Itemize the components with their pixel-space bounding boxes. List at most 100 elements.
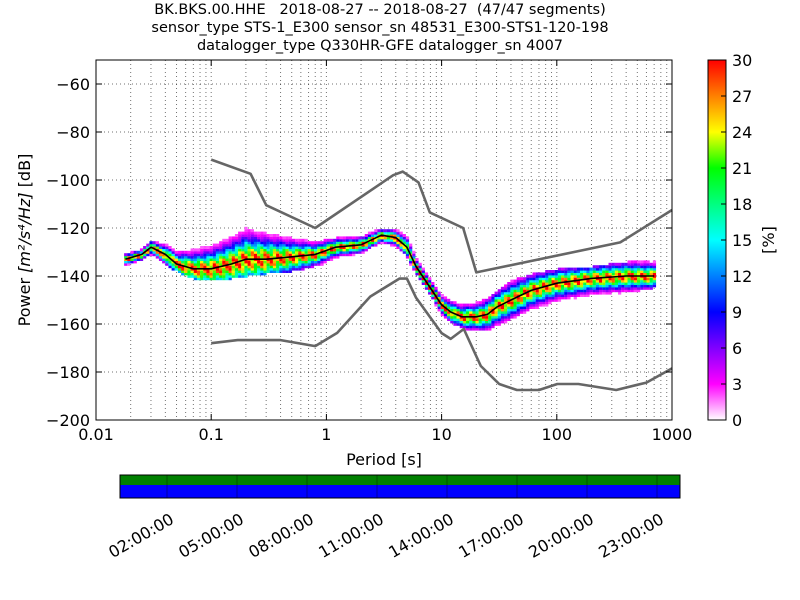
density-cell bbox=[538, 301, 543, 305]
density-cell bbox=[276, 248, 280, 252]
density-cell bbox=[263, 253, 267, 257]
density-cell bbox=[244, 274, 248, 278]
density-cell bbox=[485, 308, 489, 312]
density-cell bbox=[257, 265, 261, 269]
density-cell bbox=[599, 286, 603, 290]
density-cell bbox=[355, 241, 359, 245]
density-cell bbox=[266, 250, 270, 254]
density-cell bbox=[415, 260, 419, 264]
density-cell bbox=[497, 308, 501, 312]
density-cell bbox=[513, 294, 517, 297]
density-cell bbox=[241, 250, 245, 254]
density-cell bbox=[279, 270, 283, 273]
density-cell bbox=[618, 289, 622, 293]
density-cell bbox=[358, 236, 362, 240]
y-tick-label: −140 bbox=[46, 267, 90, 286]
density-cell bbox=[412, 258, 416, 261]
density-cell bbox=[497, 322, 501, 326]
density-cell bbox=[203, 260, 207, 264]
density-cell bbox=[557, 274, 562, 278]
density-cell bbox=[545, 294, 549, 297]
density-cell bbox=[190, 270, 194, 273]
density-cell bbox=[253, 241, 258, 245]
density-cell bbox=[526, 308, 530, 312]
density-cell bbox=[212, 248, 216, 252]
density-cell bbox=[212, 246, 216, 249]
density-cell bbox=[551, 294, 555, 297]
density-cell bbox=[238, 270, 242, 273]
density-cell bbox=[238, 236, 242, 240]
density-cell bbox=[212, 272, 216, 276]
density-cell bbox=[323, 253, 327, 257]
density-cell bbox=[621, 265, 625, 269]
density-cell bbox=[443, 308, 448, 312]
density-cell bbox=[570, 284, 574, 288]
density-cell bbox=[383, 241, 387, 245]
density-cell bbox=[459, 320, 463, 324]
density-cell bbox=[614, 279, 619, 283]
density-cell bbox=[279, 236, 283, 240]
density-cell bbox=[247, 267, 251, 271]
density-cell bbox=[488, 313, 492, 317]
density-cell bbox=[592, 291, 596, 295]
density-cell bbox=[488, 325, 492, 329]
density-cell bbox=[545, 274, 549, 278]
density-cell bbox=[608, 274, 612, 278]
density-cell bbox=[586, 294, 590, 297]
density-cell bbox=[557, 286, 562, 290]
density-cell bbox=[510, 286, 514, 290]
density-cell bbox=[475, 306, 479, 309]
density-cell bbox=[519, 289, 524, 293]
density-cell bbox=[279, 238, 283, 242]
density-cell bbox=[184, 260, 188, 264]
density-cell bbox=[412, 262, 416, 266]
density-cell bbox=[564, 282, 568, 285]
density-cell bbox=[462, 325, 467, 329]
density-cell bbox=[288, 262, 292, 266]
density-cell bbox=[589, 291, 593, 295]
density-cell bbox=[222, 255, 226, 259]
density-cell bbox=[386, 241, 391, 245]
density-cell bbox=[260, 270, 264, 273]
density-cell bbox=[450, 318, 454, 321]
density-cell bbox=[532, 291, 536, 295]
density-cell bbox=[561, 267, 565, 271]
density-cell bbox=[567, 277, 571, 281]
density-cell bbox=[285, 267, 289, 271]
density-cell bbox=[421, 270, 425, 273]
density-cell bbox=[260, 260, 264, 264]
density-cell bbox=[177, 255, 182, 259]
density-cell bbox=[488, 320, 492, 324]
density-cell bbox=[317, 248, 321, 252]
density-cell bbox=[320, 241, 324, 245]
density-cell bbox=[649, 265, 653, 269]
density-cell bbox=[526, 289, 530, 293]
density-cell bbox=[253, 234, 258, 237]
density-cell bbox=[165, 246, 169, 249]
density-cell bbox=[618, 279, 622, 283]
density-cell bbox=[504, 291, 508, 295]
density-cell bbox=[260, 241, 264, 245]
density-cell bbox=[456, 303, 460, 307]
density-cell bbox=[580, 294, 584, 297]
density-cell bbox=[602, 270, 606, 273]
density-cell bbox=[405, 236, 410, 240]
density-cell bbox=[421, 272, 425, 276]
density-cell bbox=[608, 286, 612, 290]
density-cell bbox=[266, 253, 270, 257]
density-cell bbox=[222, 248, 226, 252]
density-cell bbox=[200, 277, 204, 281]
density-cell bbox=[253, 253, 258, 257]
density-cell bbox=[215, 250, 220, 254]
density-cell bbox=[519, 301, 524, 305]
availability-frame bbox=[119, 474, 681, 499]
density-cell bbox=[304, 241, 308, 245]
density-cell bbox=[488, 315, 492, 319]
density-cell bbox=[637, 260, 641, 264]
density-cell bbox=[529, 282, 533, 285]
density-cell bbox=[215, 274, 220, 278]
density-cell bbox=[298, 243, 302, 247]
density-cell bbox=[548, 274, 552, 278]
density-cell bbox=[538, 272, 543, 276]
density-cell bbox=[367, 243, 372, 247]
